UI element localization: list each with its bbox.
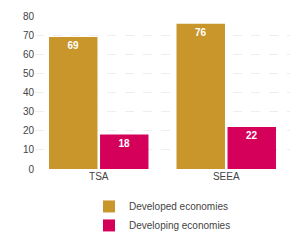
- svg-text:70: 70: [23, 30, 35, 41]
- svg-text:30: 30: [23, 106, 35, 117]
- svg-text:60: 60: [23, 49, 35, 60]
- svg-text:22: 22: [246, 130, 258, 141]
- svg-text:50: 50: [23, 68, 35, 79]
- svg-text:SEEA: SEEA: [213, 171, 240, 182]
- svg-text:76: 76: [195, 27, 207, 38]
- svg-text:18: 18: [118, 138, 130, 149]
- svg-text:80: 80: [23, 11, 35, 22]
- svg-text:Developed economies: Developed economies: [129, 201, 228, 212]
- svg-text:20: 20: [23, 125, 35, 136]
- svg-text:10: 10: [23, 144, 35, 155]
- svg-text:40: 40: [23, 87, 35, 98]
- svg-text:0: 0: [28, 164, 34, 175]
- svg-text:Developing economies: Developing economies: [129, 220, 230, 231]
- svg-text:69: 69: [67, 40, 79, 51]
- svg-text:TSA: TSA: [89, 171, 109, 182]
